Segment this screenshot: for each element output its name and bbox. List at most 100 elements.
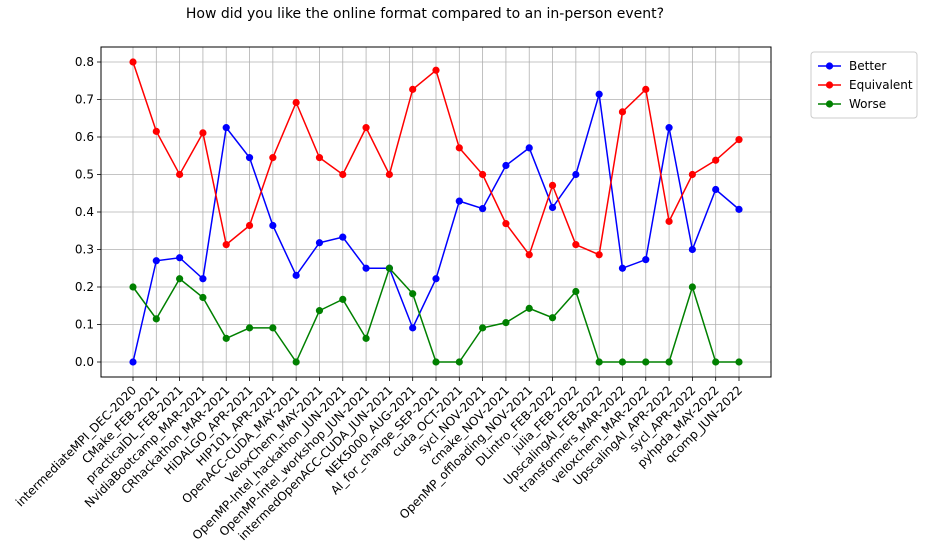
data-point-worse [176, 275, 184, 283]
legend-item-worse: Worse [818, 97, 886, 111]
data-point-better [595, 90, 603, 98]
data-point-worse [525, 304, 533, 312]
data-point-worse [618, 358, 627, 366]
data-point-worse [362, 334, 370, 342]
legend-box [810, 51, 918, 119]
legend-marker [825, 81, 834, 89]
data-point-worse [455, 358, 463, 366]
data-point-equivalent [479, 170, 487, 179]
data-point-better [409, 324, 417, 332]
data-point-worse [688, 283, 696, 291]
data-point-equivalent [432, 66, 440, 74]
data-point-worse [385, 264, 393, 272]
data-point-better [712, 185, 720, 194]
data-point-better [665, 124, 673, 132]
y-tick-label: 0.8 [75, 55, 94, 69]
data-point-better [292, 271, 300, 279]
data-point-better [315, 239, 324, 247]
legend-marker [825, 62, 834, 70]
data-point-equivalent [292, 98, 300, 107]
data-point-worse [572, 287, 580, 296]
data-point-equivalent [152, 127, 160, 135]
data-point-better [688, 245, 696, 254]
data-point-better [479, 205, 487, 213]
data-point-equivalent [129, 58, 137, 66]
series-group [129, 58, 743, 366]
data-point-worse [152, 315, 160, 323]
legend-item-better: Better [818, 59, 886, 73]
series-better [129, 90, 743, 366]
y-axis: 0.0 0.1 0.2 0.3 0.4 0.5 0.6 0.7 0.8 [75, 55, 101, 369]
y-tick-label: 0.7 [75, 93, 94, 107]
data-point-better [129, 358, 137, 366]
data-point-better [502, 161, 510, 170]
data-point-equivalent [362, 124, 370, 132]
data-point-better [432, 275, 440, 283]
data-point-worse [595, 358, 603, 366]
data-point-equivalent [572, 241, 580, 249]
legend-label: Equivalent [849, 78, 913, 92]
data-point-equivalent [222, 241, 230, 249]
data-point-equivalent [618, 108, 627, 116]
data-point-equivalent [385, 170, 393, 179]
y-tick-label: 0.4 [75, 205, 94, 219]
data-point-equivalent [502, 220, 510, 228]
legend-label: Worse [849, 97, 886, 111]
data-point-worse [315, 307, 324, 315]
data-point-better [339, 233, 347, 241]
data-point-equivalent [735, 136, 743, 144]
data-point-worse [665, 358, 673, 366]
y-tick-label: 0.5 [75, 168, 94, 182]
data-point-better [548, 203, 557, 212]
data-point-worse [222, 334, 230, 342]
data-point-equivalent [245, 221, 254, 230]
data-point-equivalent [269, 154, 277, 162]
data-point-better [525, 144, 533, 152]
data-point-worse [432, 358, 440, 366]
data-point-equivalent [595, 251, 603, 259]
legend-label: Better [849, 59, 886, 73]
data-point-better [199, 275, 207, 283]
data-point-worse [129, 283, 137, 291]
data-point-worse [409, 290, 417, 298]
series-worse [129, 264, 743, 366]
data-point-better [735, 205, 743, 213]
data-point-better [152, 257, 160, 265]
data-point-equivalent [339, 170, 347, 179]
data-point-equivalent [176, 170, 184, 179]
chart-title: How did you like the online format compa… [186, 6, 664, 22]
data-point-worse [339, 295, 347, 303]
data-point-better [572, 170, 580, 179]
data-point-worse [548, 314, 557, 322]
y-tick-label: 0.3 [75, 243, 94, 257]
data-point-equivalent [315, 154, 324, 162]
data-point-equivalent [688, 170, 696, 179]
data-point-worse [712, 358, 720, 366]
data-point-better [362, 264, 370, 272]
data-point-better [245, 154, 254, 162]
series-equivalent [129, 58, 743, 259]
data-point-worse [479, 324, 487, 332]
data-point-better [176, 254, 184, 262]
legend-marker [825, 100, 834, 108]
data-point-equivalent [409, 85, 417, 93]
data-point-equivalent [712, 156, 720, 164]
data-point-better [269, 221, 277, 230]
y-tick-label: 0.2 [75, 280, 94, 294]
data-point-worse [735, 358, 743, 366]
data-point-equivalent [665, 217, 673, 225]
data-point-equivalent [525, 251, 533, 259]
data-point-worse [245, 324, 254, 332]
y-tick-label: 0.1 [75, 318, 94, 332]
data-point-equivalent [642, 85, 650, 93]
y-tick-label: 0.0 [75, 355, 94, 369]
data-point-better [642, 256, 650, 264]
data-point-worse [292, 358, 300, 366]
grid-lines [101, 47, 771, 377]
legend: Better Equivalent Worse [810, 51, 918, 119]
y-tick-label: 0.6 [75, 130, 94, 144]
data-point-worse [502, 319, 510, 327]
data-point-better [222, 124, 230, 132]
data-point-worse [199, 293, 207, 302]
data-point-worse [269, 324, 277, 332]
